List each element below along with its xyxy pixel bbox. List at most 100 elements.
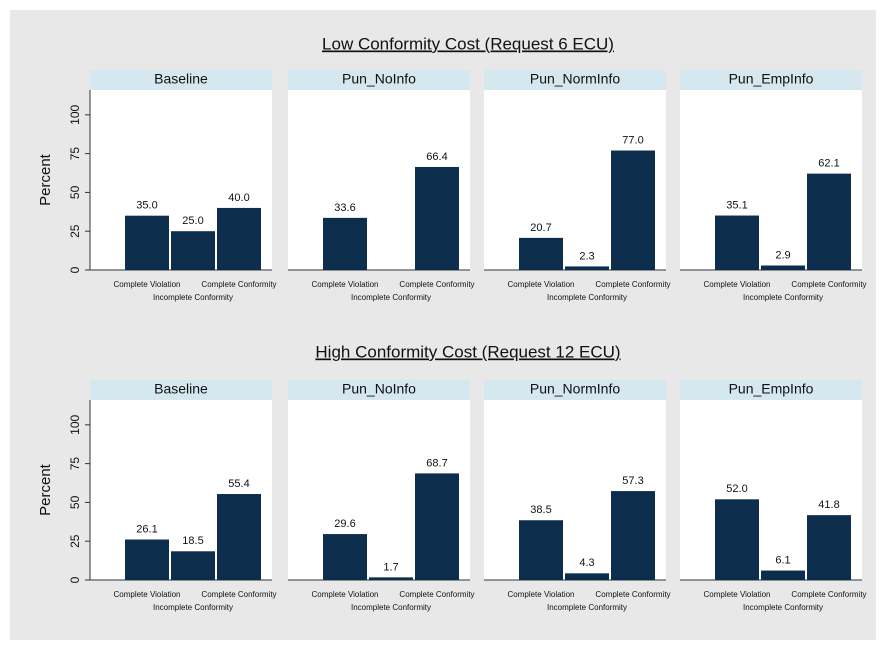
x-tick-label: Incomplete Conformity bbox=[153, 603, 233, 612]
y-tick-label: 75 bbox=[68, 457, 82, 471]
x-tick-label: Complete Conformity bbox=[595, 590, 670, 599]
value-label: 26.1 bbox=[136, 523, 157, 535]
bar bbox=[519, 520, 563, 580]
bar bbox=[125, 215, 169, 270]
y-tick-label: 50 bbox=[68, 185, 82, 199]
x-tick-label: Incomplete Conformity bbox=[743, 293, 823, 302]
x-tick-label: Complete Violation bbox=[311, 280, 378, 289]
y-tick-label: 75 bbox=[68, 147, 82, 161]
value-label: 1.7 bbox=[383, 561, 398, 573]
y-axis-label: Percent bbox=[37, 463, 54, 516]
value-label: 6.1 bbox=[775, 554, 790, 566]
panel-title: Baseline bbox=[154, 381, 208, 397]
y-tick-label: 25 bbox=[68, 224, 82, 238]
panel-header bbox=[288, 70, 470, 90]
x-tick-label: Complete Violation bbox=[311, 590, 378, 599]
value-label: 2.3 bbox=[579, 250, 594, 262]
panel-header bbox=[90, 70, 272, 90]
x-tick-label: Complete Violation bbox=[113, 590, 180, 599]
bar bbox=[807, 173, 851, 270]
panel-title: Pun_EmpInfo bbox=[729, 71, 814, 87]
value-label: 62.1 bbox=[818, 158, 839, 170]
bar bbox=[171, 231, 215, 270]
value-label: 29.6 bbox=[334, 518, 355, 530]
value-label: 2.9 bbox=[775, 249, 790, 261]
x-tick-label: Complete Violation bbox=[703, 590, 770, 599]
bar bbox=[611, 491, 655, 580]
value-label: 66.4 bbox=[426, 151, 447, 163]
value-label: 25.0 bbox=[182, 215, 203, 227]
x-tick-label: Incomplete Conformity bbox=[547, 293, 627, 302]
y-tick-label: 25 bbox=[68, 534, 82, 548]
value-label: 52.0 bbox=[726, 483, 747, 495]
bar bbox=[415, 166, 459, 270]
bar bbox=[369, 577, 413, 580]
value-label: 35.0 bbox=[136, 200, 157, 212]
x-tick-label: Complete Conformity bbox=[791, 590, 866, 599]
panel-header bbox=[680, 70, 862, 90]
y-tick-label: 100 bbox=[68, 414, 82, 434]
bar bbox=[761, 265, 805, 270]
x-tick-label: Complete Conformity bbox=[201, 590, 276, 599]
bar bbox=[565, 573, 609, 580]
bar bbox=[761, 570, 805, 580]
bar bbox=[323, 217, 367, 270]
x-tick-label: Incomplete Conformity bbox=[743, 603, 823, 612]
value-label: 38.5 bbox=[530, 504, 551, 516]
value-label: 4.3 bbox=[579, 557, 594, 569]
panel-header bbox=[680, 380, 862, 400]
panel-header bbox=[484, 70, 666, 90]
bar bbox=[519, 237, 563, 270]
panel-title: Pun_NoInfo bbox=[342, 381, 416, 397]
x-tick-label: Complete Violation bbox=[113, 280, 180, 289]
x-tick-label: Complete Conformity bbox=[791, 280, 866, 289]
x-tick-label: Incomplete Conformity bbox=[351, 293, 431, 302]
panel-header bbox=[90, 380, 272, 400]
section-title: Low Conformity Cost (Request 6 ECU) bbox=[322, 34, 614, 53]
value-label: 35.1 bbox=[726, 199, 747, 211]
value-label: 18.5 bbox=[182, 535, 203, 547]
y-tick-label: 100 bbox=[68, 104, 82, 124]
y-tick-label: 50 bbox=[68, 495, 82, 509]
value-label: 33.6 bbox=[334, 202, 355, 214]
panel-title: Pun_NoInfo bbox=[342, 71, 416, 87]
bar bbox=[807, 515, 851, 580]
x-tick-label: Complete Violation bbox=[507, 280, 574, 289]
bar bbox=[217, 207, 261, 270]
x-tick-label: Incomplete Conformity bbox=[351, 603, 431, 612]
panel-header bbox=[484, 380, 666, 400]
value-label: 57.3 bbox=[622, 475, 643, 487]
x-tick-label: Incomplete Conformity bbox=[547, 603, 627, 612]
y-tick-label: 0 bbox=[68, 576, 82, 583]
bar bbox=[415, 473, 459, 580]
x-tick-label: Complete Violation bbox=[507, 590, 574, 599]
panel-title: Pun_EmpInfo bbox=[729, 381, 814, 397]
x-tick-label: Complete Conformity bbox=[399, 280, 474, 289]
panel-title: Pun_NormInfo bbox=[530, 381, 620, 397]
bar bbox=[565, 266, 609, 270]
y-axis-label: Percent bbox=[37, 153, 54, 206]
value-label: 68.7 bbox=[426, 457, 447, 469]
bar bbox=[611, 150, 655, 270]
value-label: 20.7 bbox=[530, 222, 551, 234]
section-title: High Conformity Cost (Request 12 ECU) bbox=[315, 342, 620, 361]
bar bbox=[715, 499, 759, 580]
bar bbox=[171, 551, 215, 580]
panel-header bbox=[288, 380, 470, 400]
x-tick-label: Complete Conformity bbox=[595, 280, 670, 289]
bar bbox=[715, 215, 759, 270]
panel-title: Pun_NormInfo bbox=[530, 71, 620, 87]
bar bbox=[217, 494, 261, 580]
panel-title: Baseline bbox=[154, 71, 208, 87]
x-tick-label: Complete Conformity bbox=[201, 280, 276, 289]
value-label: 77.0 bbox=[622, 134, 643, 146]
y-tick-label: 0 bbox=[68, 266, 82, 273]
x-tick-label: Complete Violation bbox=[703, 280, 770, 289]
x-tick-label: Incomplete Conformity bbox=[153, 293, 233, 302]
bar bbox=[125, 539, 169, 580]
value-label: 55.4 bbox=[228, 478, 249, 490]
bar bbox=[323, 534, 367, 580]
x-tick-label: Complete Conformity bbox=[399, 590, 474, 599]
value-label: 40.0 bbox=[228, 192, 249, 204]
